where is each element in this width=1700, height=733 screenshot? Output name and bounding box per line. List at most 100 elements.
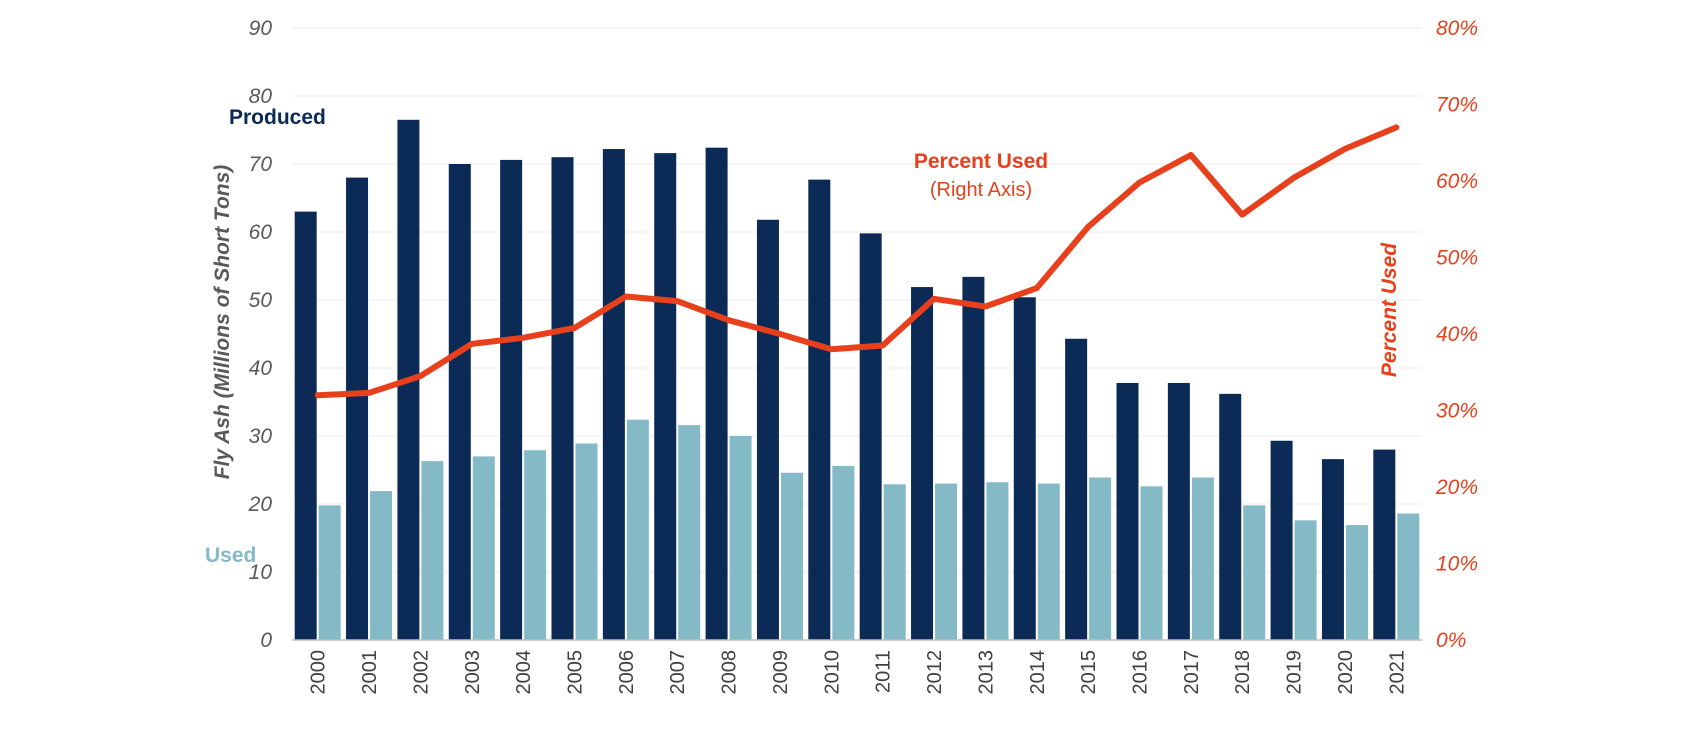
x-tick-label: 2000: [308, 650, 330, 695]
bar-produced: [962, 276, 985, 640]
bars: [294, 119, 1420, 641]
bar-used: [1397, 513, 1420, 640]
percent-used-point: [1240, 213, 1244, 217]
percent-used-point: [470, 342, 474, 346]
percent-used-point: [1035, 286, 1039, 290]
right-axis-ticks: 0% 10% 20% 30% 40% 50% 60% 70% 80%: [1435, 17, 1478, 652]
right-tick-label: 60%: [1436, 170, 1478, 193]
bar-produced: [1065, 338, 1088, 640]
left-tick-label: 0: [260, 629, 272, 652]
bar-produced: [1270, 440, 1293, 640]
bar-produced: [859, 233, 882, 641]
x-tick-label: 2001: [359, 650, 381, 695]
bar-produced: [551, 157, 574, 640]
right-tick-label: 0%: [1436, 629, 1466, 652]
left-tick-label: 40: [249, 357, 273, 380]
percent-line-layer: [314, 124, 1400, 399]
percent-used-point: [829, 347, 833, 351]
bar-used: [935, 483, 958, 640]
produced-annotation: Produced: [229, 106, 326, 129]
bar-used: [1243, 505, 1266, 640]
percent-used-point: [624, 295, 628, 299]
x-tick-label: 2009: [770, 650, 792, 695]
x-tick-label: 2002: [410, 650, 432, 695]
bar-used: [1037, 483, 1060, 640]
x-axis-ticks: 2000 2001 2002 2003 2004 2005 2006 2007 2008 2009…: [308, 650, 1409, 695]
percent-used-point: [932, 297, 936, 301]
x-tick-label: 2021: [1386, 650, 1408, 695]
bar-used: [318, 505, 341, 640]
x-tick-label: 2015: [1078, 650, 1100, 695]
x-tick-label: 2006: [616, 650, 638, 695]
percent-used-point: [727, 318, 731, 322]
percent-used-point: [521, 336, 525, 340]
bar-used: [883, 484, 906, 640]
bar-used: [1294, 520, 1317, 640]
bar-used: [780, 472, 803, 640]
percent-used-point: [1138, 181, 1141, 185]
percent-used-point: [1394, 125, 1398, 129]
bar-produced: [1321, 459, 1344, 640]
percent-used-point: [1343, 147, 1347, 151]
bar-used: [1140, 486, 1163, 640]
x-tick-label: 2013: [975, 650, 997, 695]
x-tick-label: 2007: [667, 650, 689, 695]
percent-used-point: [881, 343, 885, 347]
x-tick-label: 2008: [719, 650, 741, 695]
bar-produced: [500, 159, 523, 641]
right-axis-label: Percent Used: [1378, 242, 1401, 377]
right-tick-label: 40%: [1436, 323, 1478, 346]
left-tick-label: 30: [249, 425, 273, 448]
x-tick-label: 2019: [1284, 650, 1306, 695]
x-tick-label: 2004: [513, 650, 535, 695]
bar-used: [370, 491, 393, 640]
x-tick-label: 2011: [873, 650, 895, 693]
right-tick-label: 10%: [1436, 553, 1478, 576]
bar-used: [524, 450, 547, 640]
bar-used: [626, 419, 649, 640]
bar-used: [832, 465, 855, 640]
x-tick-label: 2003: [462, 650, 484, 695]
percent-used-point: [418, 374, 422, 378]
left-tick-label: 70: [249, 153, 273, 176]
percent-used-point: [778, 332, 782, 336]
left-tick-label: 50: [249, 289, 273, 312]
bar-used: [1191, 477, 1214, 640]
bar-produced: [1116, 382, 1139, 640]
percent-used-annotation: Percent Used: [914, 150, 1048, 173]
percent-used-point: [367, 391, 371, 395]
bar-used: [729, 436, 752, 640]
percent-used-point: [1086, 225, 1090, 229]
left-tick-label: 90: [249, 17, 273, 40]
percent-used-point: [1292, 176, 1296, 180]
bar-used: [986, 482, 1009, 640]
bar-used: [1345, 525, 1368, 640]
bar-produced: [808, 179, 831, 640]
x-tick-label: 2016: [1130, 650, 1152, 695]
x-tick-label: 2005: [565, 650, 587, 695]
x-tick-label: 2020: [1335, 650, 1357, 695]
bar-produced: [448, 164, 471, 640]
bar-produced: [602, 149, 625, 641]
percent-used-point: [573, 326, 576, 330]
left-tick-label: 60: [249, 221, 273, 244]
left-tick-label: 80: [249, 85, 273, 108]
bar-produced: [1219, 393, 1242, 640]
bar-used: [1089, 477, 1112, 640]
x-tick-label: 2018: [1232, 650, 1254, 695]
bar-produced: [756, 219, 779, 640]
right-tick-label: 50%: [1436, 247, 1478, 270]
percent-used-line: [314, 124, 1400, 399]
x-tick-label: 2010: [821, 650, 843, 695]
bar-produced: [1167, 382, 1190, 640]
right-axis-note: (Right Axis): [930, 179, 1032, 201]
bar-produced: [346, 177, 369, 640]
bar-used: [575, 443, 598, 640]
used-annotation: Used: [205, 544, 256, 567]
x-tick-label: 2014: [1027, 650, 1049, 695]
percent-used-point: [983, 304, 987, 308]
left-axis-label: Fly Ash (Millions of Short Tons): [211, 165, 234, 480]
bar-produced: [294, 211, 317, 640]
bar-used: [678, 425, 701, 640]
